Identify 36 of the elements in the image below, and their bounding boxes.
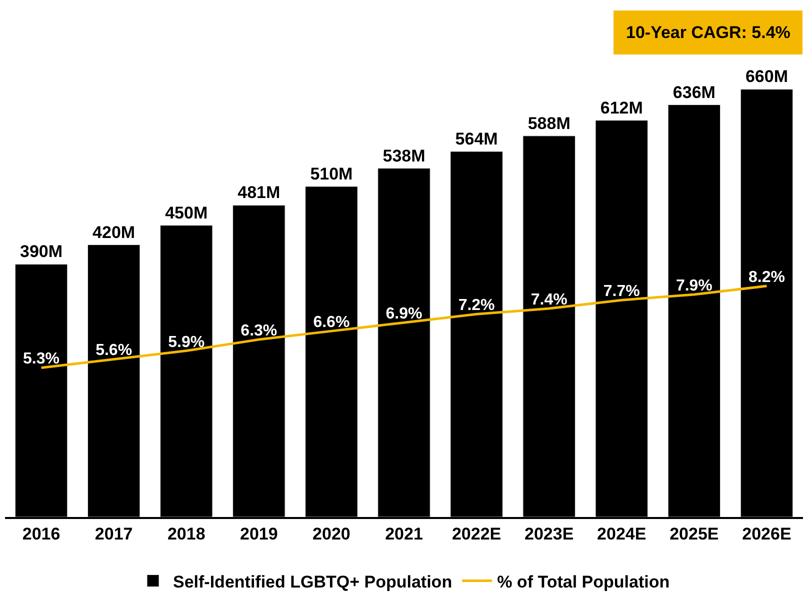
x-tick-label: 2016 bbox=[22, 524, 60, 544]
data-label: 564M bbox=[455, 129, 498, 148]
data-label: 612M bbox=[600, 98, 643, 118]
data-label: 7.7% bbox=[603, 283, 640, 300]
data-label: 538M bbox=[382, 146, 426, 166]
x-tick-label: 2018 bbox=[167, 524, 206, 544]
x-tick-label: 2017 bbox=[94, 524, 133, 544]
x-tick-label: 2020 bbox=[312, 524, 350, 544]
data-label: 390M bbox=[20, 242, 63, 262]
data-label: 6.9% bbox=[386, 306, 422, 323]
data-label: 636M bbox=[672, 82, 716, 102]
data-label: 450M bbox=[165, 203, 208, 222]
x-tick-label: 2024E bbox=[597, 524, 646, 544]
data-label: 660M bbox=[745, 67, 788, 86]
legend-label: Self-Identified LGBTQ+ Population bbox=[173, 572, 452, 592]
legend-label: % of Total Population bbox=[497, 572, 670, 592]
x-tick-label: 2026E bbox=[742, 524, 792, 544]
data-label: 5.6% bbox=[96, 342, 132, 360]
data-label: 7.4% bbox=[530, 292, 568, 309]
data-label: 481M bbox=[238, 183, 280, 202]
data-label: 8.2% bbox=[748, 269, 785, 286]
data-label: 510M bbox=[310, 164, 353, 184]
x-tick-label: 2019 bbox=[240, 524, 278, 544]
data-label: 6.6% bbox=[313, 314, 350, 332]
x-tick-label: 2025E bbox=[670, 524, 719, 544]
x-tick-label: 2023E bbox=[524, 524, 574, 544]
data-label: 6.3% bbox=[240, 322, 278, 340]
data-label: 7.9% bbox=[676, 277, 712, 294]
data-label: 588M bbox=[528, 114, 570, 133]
x-tick-label: 2021 bbox=[385, 524, 423, 544]
x-tick-label: 2022E bbox=[452, 524, 502, 544]
text: 10-Year CAGR: 5.4% bbox=[626, 23, 790, 42]
data-label: 5.9% bbox=[168, 334, 205, 351]
data-label: 420M bbox=[92, 222, 136, 242]
data-label: 7.2% bbox=[458, 297, 495, 314]
data-label: 5.3% bbox=[23, 350, 60, 368]
